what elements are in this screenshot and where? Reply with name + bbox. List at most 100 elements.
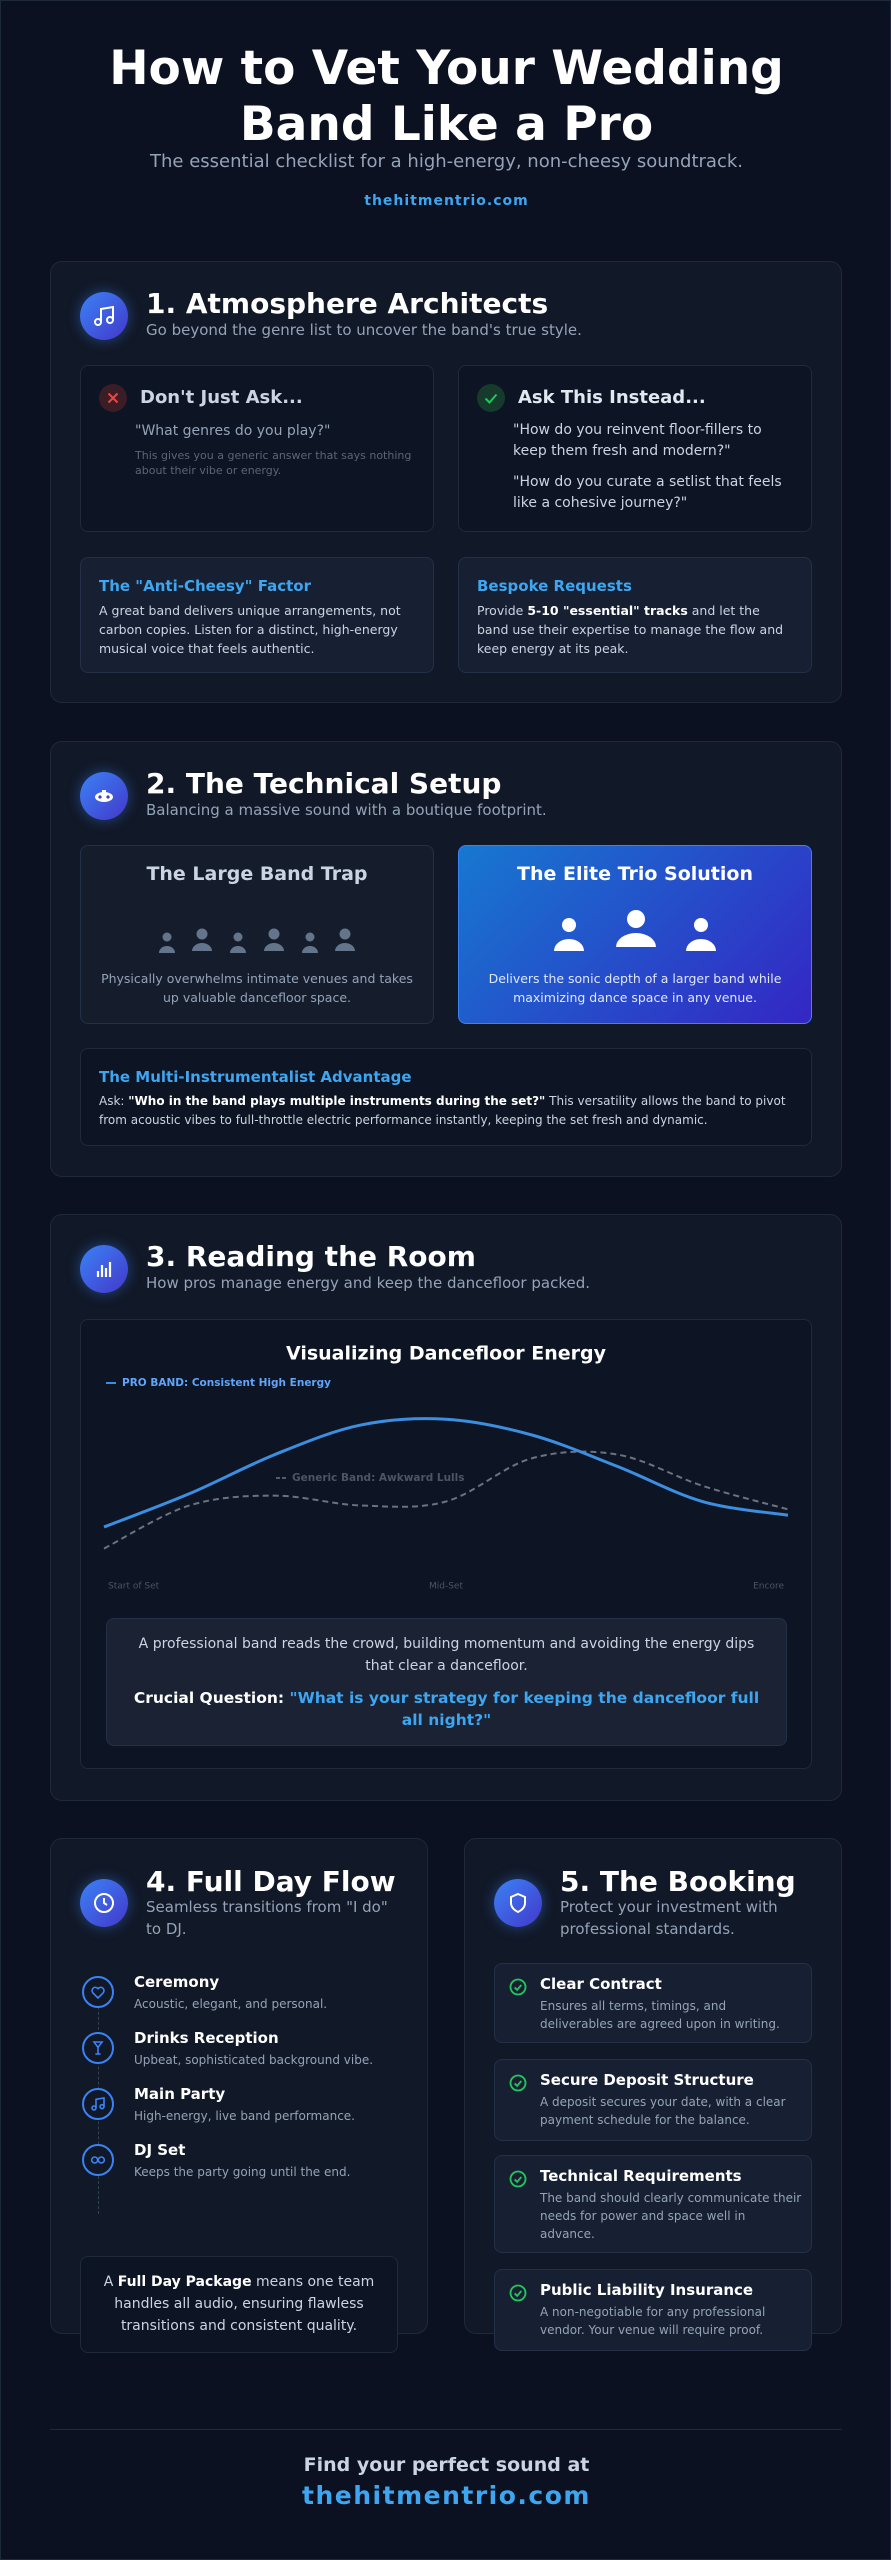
step-text: Acoustic, elegant, and personal. bbox=[134, 1997, 328, 2011]
icon bbox=[80, 1245, 128, 1293]
section-subtitle: Seamless transitions from "I do" to DJ. bbox=[146, 1898, 388, 1938]
ask-box bbox=[458, 365, 812, 532]
check-icon bbox=[477, 384, 505, 412]
booking-title: Secure Deposit Structure bbox=[540, 2071, 754, 2089]
footer-site[interactable]: thehitmentrio.com bbox=[302, 2481, 591, 2510]
dont-quote: "What genres do you play?" bbox=[135, 423, 331, 439]
step-icon bbox=[82, 1976, 114, 2008]
insight-text: A professional band reads the crowd, bui… bbox=[138, 1636, 755, 1674]
booking-box bbox=[494, 2155, 812, 2253]
section-title: 5. The Booking bbox=[560, 1865, 796, 1898]
text: Provide bbox=[477, 603, 528, 618]
legend-label: PRO BAND: Consistent High Energy bbox=[122, 1377, 331, 1389]
label: Crucial Question: bbox=[133, 1689, 285, 1707]
booking-text: Ensures all terms, timings, and delivera… bbox=[540, 1999, 780, 2031]
tip-title: Bespoke Requests bbox=[477, 577, 632, 595]
icon bbox=[494, 1879, 542, 1927]
x-tick-label: Mid-Set bbox=[429, 1582, 463, 1592]
booking-box bbox=[494, 2269, 812, 2351]
series-label: Generic Band: Awkward Lulls bbox=[292, 1472, 465, 1484]
people-icons bbox=[159, 928, 355, 953]
text: A bbox=[103, 2274, 118, 2290]
x-tick-label: Encore bbox=[753, 1582, 784, 1592]
icon bbox=[80, 292, 128, 340]
package-box bbox=[80, 2256, 398, 2353]
question: "What is your strategy for keeping the d… bbox=[289, 1689, 760, 1729]
advantage-text: Ask: "Who in the band plays multiple ins… bbox=[99, 1092, 799, 1130]
tip-title: The "Anti-Cheesy" Factor bbox=[99, 577, 311, 595]
check-icon bbox=[508, 2073, 528, 2093]
chart-title: Visualizing Dancefloor Energy bbox=[286, 1343, 607, 1365]
compare-title: The Elite Trio Solution bbox=[517, 863, 753, 885]
people-icons bbox=[554, 910, 716, 951]
booking-title: Clear Contract bbox=[540, 1975, 662, 1993]
compare-text: Physically overwhelms intimate venues an… bbox=[101, 971, 413, 1005]
text: and let the band use their expertise to … bbox=[477, 603, 784, 656]
text: This versatility allows the band to pivo… bbox=[99, 1094, 786, 1127]
subtitle: The essential checklist for a high-energ… bbox=[150, 151, 743, 172]
step-icon bbox=[82, 2144, 114, 2176]
bold-text: "Who in the band plays multiple instrume… bbox=[128, 1094, 546, 1108]
section-subtitle: How pros manage energy and keep the danc… bbox=[146, 1274, 591, 1292]
section-subtitle: Go beyond the genre list to uncover the … bbox=[146, 321, 582, 339]
text: Ask: bbox=[99, 1094, 129, 1108]
advantage-title: The Multi-Instrumentalist Advantage bbox=[99, 1068, 412, 1086]
dont-note: This gives you a generic answer that say… bbox=[135, 449, 412, 477]
insight-box bbox=[106, 1618, 787, 1746]
tip-text: Provide 5-10 "essential" tracks and let … bbox=[477, 601, 795, 658]
x-tick-label: Start of Set bbox=[108, 1582, 160, 1592]
booking-box bbox=[494, 2059, 812, 2141]
section-title: 3. Reading the Room bbox=[146, 1240, 476, 1273]
icon bbox=[80, 1879, 128, 1927]
step-icon bbox=[82, 2032, 114, 2064]
section-title: 1. Atmosphere Architects bbox=[146, 287, 549, 320]
section-title: 2. The Technical Setup bbox=[146, 767, 502, 800]
step-title: DJ Set bbox=[134, 2141, 186, 2159]
footer-text: Find your perfect sound at bbox=[303, 2454, 590, 2476]
series-line bbox=[103, 1417, 789, 1529]
booking-text: A non-negotiable for any professional ve… bbox=[540, 2305, 766, 2337]
site-link[interactable]: thehitmentrio.com bbox=[364, 193, 529, 209]
step-text: Keeps the party going until the end. bbox=[134, 2165, 351, 2179]
section-subtitle: Balancing a massive sound with a boutiqu… bbox=[146, 801, 547, 819]
step-title: Ceremony bbox=[134, 1973, 220, 1991]
step-title: Drinks Reception bbox=[134, 2029, 279, 2047]
dont-title: Don't Just Ask... bbox=[140, 387, 303, 408]
advantage-box bbox=[80, 1048, 812, 1146]
package-text: A Full Day Package means one team handle… bbox=[100, 2271, 378, 2337]
step-title: Main Party bbox=[134, 2085, 226, 2103]
check-icon bbox=[508, 1977, 528, 1997]
section-title: 4. Full Day Flow bbox=[146, 1865, 396, 1898]
compare-text: Delivers the sonic depth of a larger ban… bbox=[488, 971, 782, 1005]
divider bbox=[50, 2429, 842, 2430]
check-icon bbox=[508, 2169, 528, 2189]
booking-title: Public Liability Insurance bbox=[540, 2281, 754, 2299]
chart: Visualizing Dancefloor Energy Start of S… bbox=[103, 1343, 789, 1592]
check-icon bbox=[508, 2283, 528, 2303]
step-text: Upbeat, sophisticated background vibe. bbox=[134, 2053, 374, 2067]
ask-quote: "How do you reinvent floor-fillers to ke… bbox=[513, 422, 762, 459]
compare-box bbox=[80, 845, 434, 1024]
ask-quote: "How do you curate a setlist that feels … bbox=[513, 474, 782, 511]
series-line bbox=[103, 1450, 789, 1550]
icon bbox=[80, 772, 128, 820]
bold-text: 5-10 "essential" tracks bbox=[527, 603, 688, 618]
booking-title: Technical Requirements bbox=[540, 2167, 742, 2185]
compare-title: The Large Band Trap bbox=[146, 863, 368, 885]
booking-box bbox=[494, 1963, 812, 2043]
tip-box bbox=[458, 557, 812, 673]
dont-box bbox=[80, 365, 434, 532]
booking-text: The band should clearly communicate thei… bbox=[540, 2191, 802, 2241]
title: How to Vet Your Wedding Band Like a Pro bbox=[109, 41, 784, 152]
tip-text: A great band delivers unique arrangement… bbox=[99, 603, 401, 656]
booking-text: A deposit secures your date, with a clea… bbox=[540, 2095, 786, 2127]
text: means one team handles all audio, ensuri… bbox=[114, 2274, 375, 2334]
ask-title: Ask This Instead... bbox=[518, 387, 706, 408]
step-text: High-energy, live band performance. bbox=[134, 2109, 355, 2123]
x-icon bbox=[99, 384, 127, 412]
insight-question: Crucial Question: "What is your strategy… bbox=[121, 1687, 772, 1731]
step-icon bbox=[82, 2088, 114, 2120]
bold-text: Full Day Package bbox=[117, 2274, 252, 2290]
section-subtitle: Protect your investment with professiona… bbox=[560, 1898, 778, 1938]
